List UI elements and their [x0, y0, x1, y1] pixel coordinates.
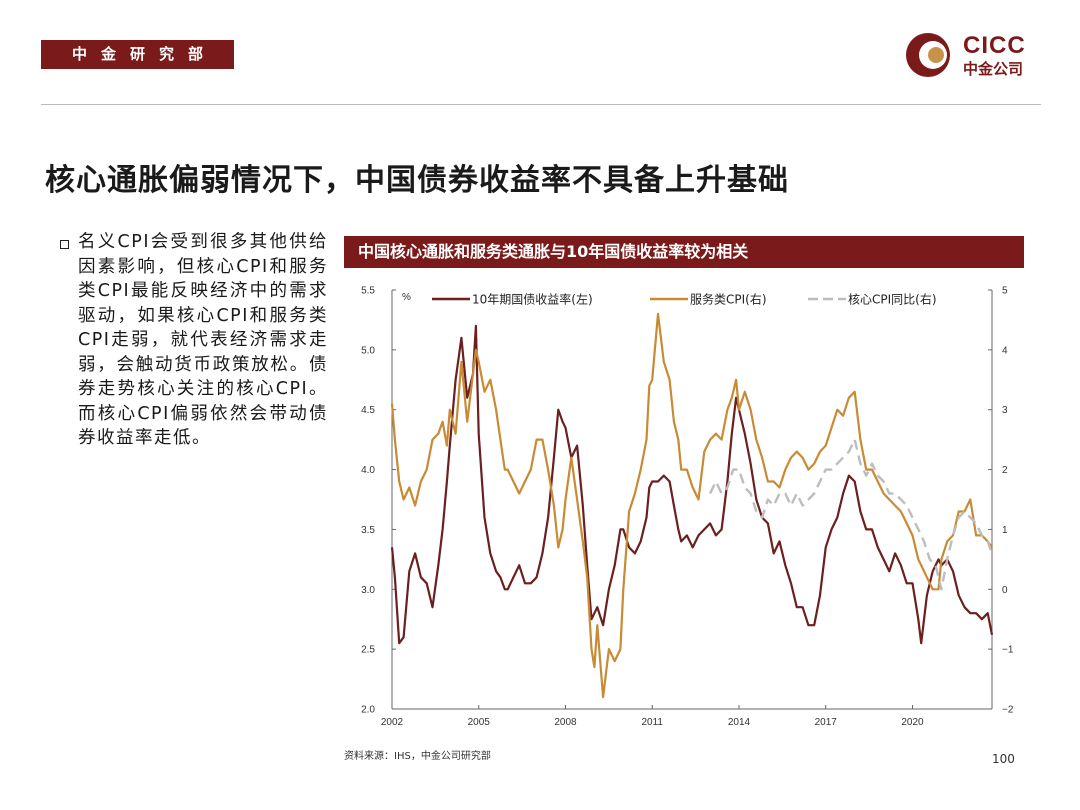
bullet-square-icon: [60, 240, 69, 249]
yield-series-line: [390, 324, 994, 645]
x-tick-label: 2011: [641, 717, 663, 728]
x-tick-label: 2008: [554, 717, 577, 728]
right-tick-label: 5: [1002, 286, 1008, 297]
x-tick-label: 2020: [901, 717, 924, 728]
legend-label: 核心CPI同比(右): [848, 292, 937, 307]
legend-label: 服务类CPI(右): [690, 292, 767, 307]
services-cpi-series-line: [390, 312, 993, 699]
left-unit-label: %: [402, 292, 411, 303]
left-tick-label: 3.5: [361, 525, 375, 536]
department-badge: 中金研究部: [41, 40, 234, 69]
left-tick-label: 5.5: [361, 286, 375, 297]
page-number: 100: [992, 752, 1015, 766]
x-tick-label: 2005: [468, 717, 491, 728]
cicc-logo-icon: [906, 33, 950, 77]
right-tick-label: −2: [1002, 705, 1014, 716]
x-tick-label: 2014: [728, 717, 751, 728]
left-tick-label: 4.0: [361, 465, 375, 476]
legend-label: 10年期国债收益率(左): [472, 292, 593, 307]
chart-title-banner: 中国核心通胀和服务类通胀与10年国债收益率较为相关: [344, 236, 1024, 268]
left-tick-label: 2.5: [361, 645, 375, 656]
body-paragraph: 名义CPI会受到很多其他供给因素影响，但核心CPI和服务类CPI最能反映经济中的…: [78, 232, 328, 448]
right-tick-label: 0: [1002, 585, 1008, 596]
x-tick-label: 2017: [815, 717, 838, 728]
right-tick-label: 4: [1002, 345, 1008, 356]
right-tick-label: −1: [1002, 645, 1014, 656]
source-note: 资料来源：IHS，中金公司研究部: [344, 751, 491, 762]
x-tick-label: 2002: [381, 717, 404, 728]
left-tick-label: 5.0: [361, 345, 375, 356]
left-tick-label: 4.5: [361, 405, 375, 416]
logo-text-cn: 中金公司: [963, 60, 1024, 78]
left-tick-label: 3.0: [361, 585, 375, 596]
core-cpi-series-line: [709, 438, 994, 591]
left-tick-label: 2.0: [361, 705, 375, 716]
line-chart: 2.0 2.5 3.0 3.5 4.0 4.5 5.0 5.5 −2 −1 0 1 2 3 4 5 2002 20…: [361, 286, 1014, 729]
right-tick-label: 2: [1002, 465, 1008, 476]
right-tick-label: 3: [1002, 405, 1008, 416]
slide-headline: 核心通胀偏弱情况下，中国债券收益率不具备上升基础: [45, 163, 789, 198]
logo-text-en: CICC: [963, 32, 1026, 59]
header-divider: [41, 104, 1041, 105]
right-tick-label: 1: [1002, 525, 1008, 536]
